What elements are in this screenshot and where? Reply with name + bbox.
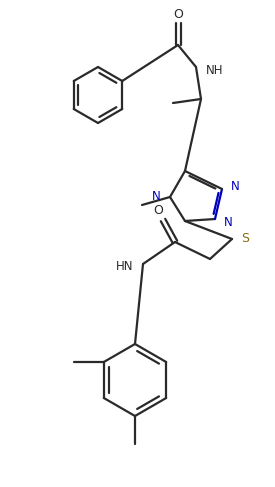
Text: N: N — [231, 180, 240, 192]
Text: N: N — [224, 217, 233, 229]
Text: O: O — [173, 7, 183, 20]
Text: N: N — [152, 190, 161, 204]
Text: S: S — [241, 231, 249, 244]
Text: O: O — [153, 204, 163, 217]
Text: HN: HN — [116, 261, 133, 274]
Text: NH: NH — [206, 63, 224, 76]
